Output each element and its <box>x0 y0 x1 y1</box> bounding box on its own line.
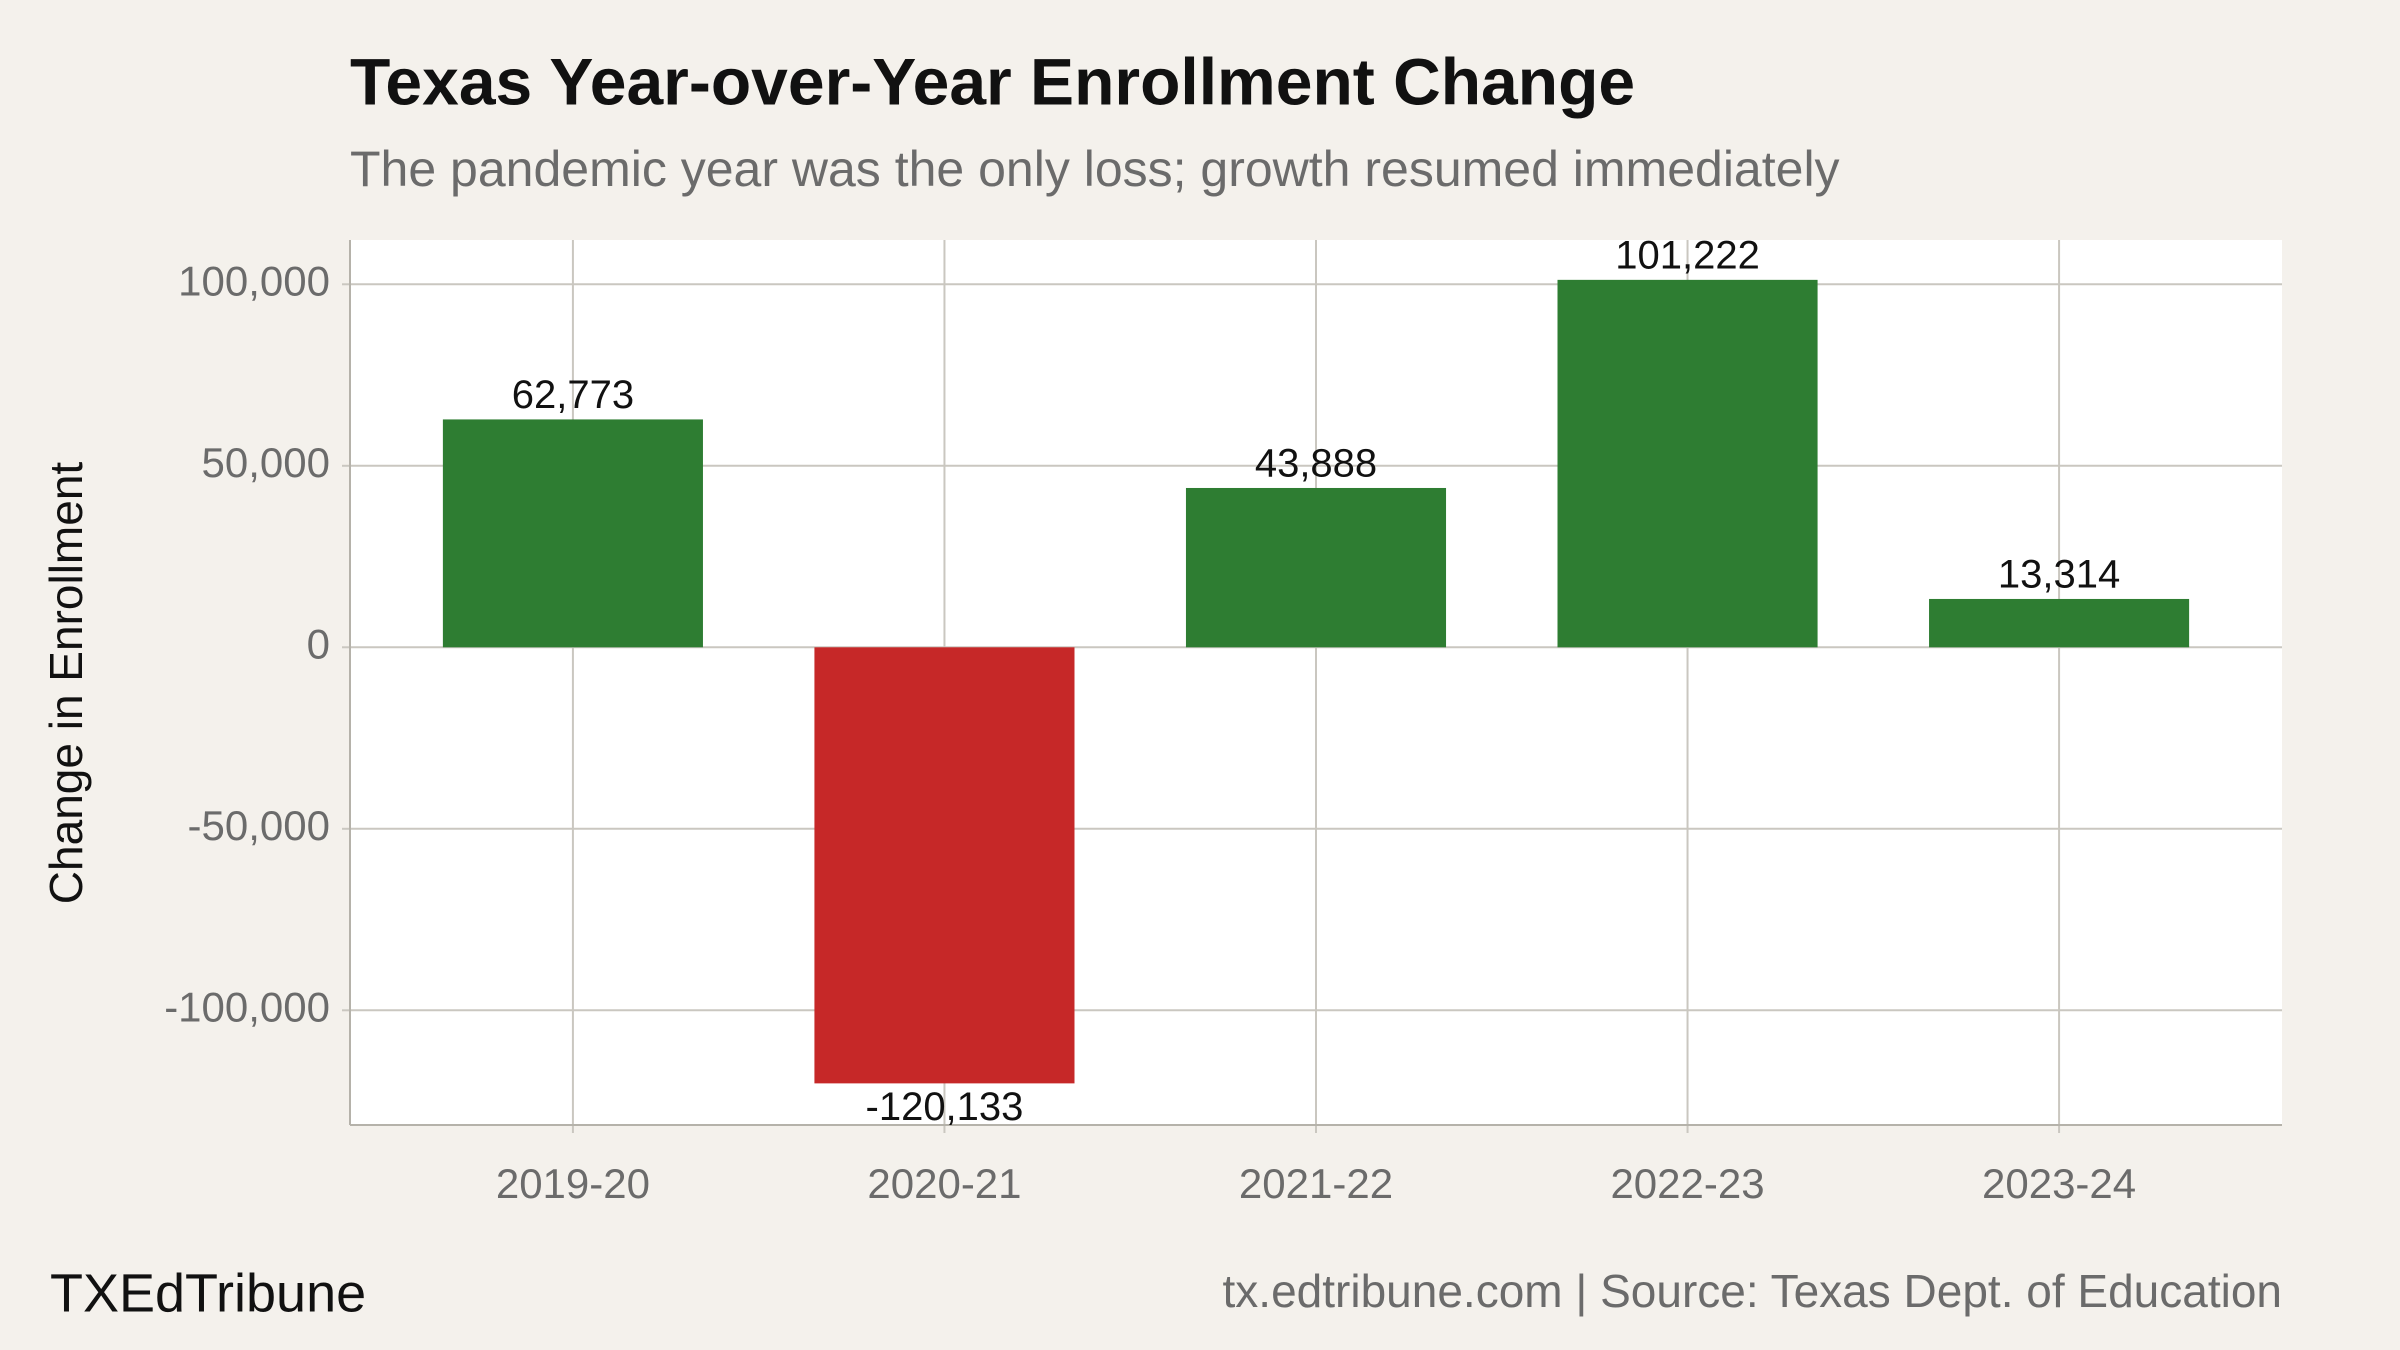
x-tick-label: 2022-23 <box>1610 1160 1764 1207</box>
bar <box>1929 598 2190 648</box>
value-label: 62,773 <box>512 373 634 417</box>
bar <box>442 419 703 648</box>
value-label: 13,314 <box>1998 553 2120 597</box>
bar <box>814 647 1075 1084</box>
chart-subtitle: The pandemic year was the only loss; gro… <box>350 141 1840 197</box>
value-label: 43,888 <box>1255 442 1377 486</box>
value-label: 101,222 <box>1615 233 1760 277</box>
brand: TXEdTribune <box>50 1263 366 1323</box>
y-tick-label: 100,000 <box>178 257 330 304</box>
value-label: -120,133 <box>866 1085 1024 1129</box>
chart-title: Texas Year-over-Year Enrollment Change <box>350 44 1635 118</box>
bar <box>1557 279 1818 648</box>
bar <box>1185 487 1447 648</box>
x-tick-label: 2020-21 <box>867 1160 1021 1207</box>
y-axis-label: Change in Enrollment <box>40 462 92 905</box>
y-tick-label: -50,000 <box>188 802 330 849</box>
y-tick-label: 0 <box>307 620 330 667</box>
source: tx.edtribune.com | Source: Texas Dept. o… <box>1223 1265 2282 1317</box>
x-tick-label: 2021-22 <box>1239 1160 1393 1207</box>
y-tick-label: -100,000 <box>164 983 330 1030</box>
y-tick-label: 50,000 <box>202 439 330 486</box>
x-tick-label: 2023-24 <box>1982 1160 2136 1207</box>
x-tick-label: 2019-20 <box>496 1160 650 1207</box>
